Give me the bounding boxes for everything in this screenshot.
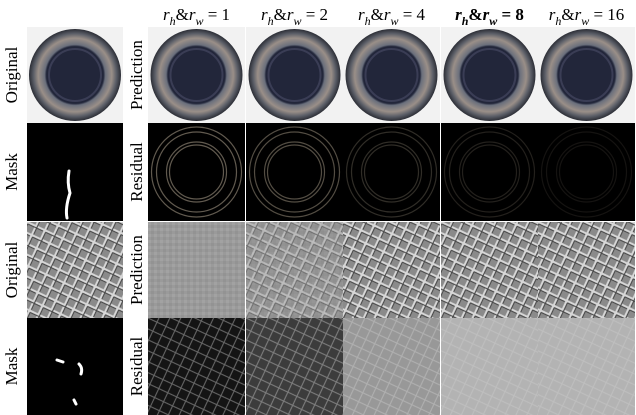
row-label: Original — [2, 241, 21, 298]
row-label: Mask — [2, 153, 21, 191]
residual-bg — [246, 318, 343, 415]
image-tile — [441, 27, 538, 123]
column-header: rh&rw = 16 — [549, 5, 625, 28]
image-tile — [441, 222, 538, 318]
image-tile — [246, 318, 343, 415]
lens — [444, 29, 536, 121]
image-tile — [343, 318, 440, 415]
header-part: & — [176, 5, 189, 24]
mesh — [246, 222, 343, 318]
image-tile — [148, 222, 245, 318]
image-tile — [148, 318, 245, 415]
column-header: rh&rw = 2 — [261, 5, 328, 28]
lens — [249, 29, 341, 121]
mesh — [441, 222, 538, 318]
mask-blob — [74, 400, 76, 404]
residual-bg — [441, 318, 538, 415]
header-part: & — [468, 5, 482, 24]
header-part: = 16 — [589, 5, 624, 24]
tile-bg — [246, 123, 343, 221]
image-tile — [343, 222, 440, 318]
tile-bg — [148, 123, 245, 221]
image-tile — [148, 123, 245, 221]
mesh — [27, 222, 123, 318]
row-label: Original — [2, 46, 21, 103]
row-label: Prediction — [127, 40, 146, 110]
residual-bg — [538, 318, 635, 415]
image-tile — [441, 123, 538, 221]
header-part: w — [195, 14, 203, 28]
image-tile — [246, 222, 343, 318]
header-part: & — [371, 5, 384, 24]
residual-bg — [148, 318, 245, 415]
image-tile — [246, 123, 343, 221]
mesh — [538, 222, 635, 318]
image-tile — [27, 27, 123, 123]
column-header: rh&rw = 8 — [455, 5, 524, 28]
lens — [29, 29, 121, 121]
header-part: = 1 — [203, 5, 230, 24]
figure: rh&rw = 1 rh&rw = 2 rh&rw = 4 rh&rw = 8 rh&r… — [0, 0, 636, 415]
header-part: & — [274, 5, 287, 24]
image-tile — [27, 123, 123, 221]
image-tile — [343, 123, 440, 221]
tile-bg — [27, 123, 123, 221]
image-tile — [538, 123, 635, 221]
row-label: Residual — [127, 142, 146, 202]
column-header: rh&rw = 1 — [163, 5, 230, 28]
header-part: = 2 — [301, 5, 328, 24]
lens — [346, 29, 438, 121]
mask-blob — [57, 360, 63, 362]
residual-bg — [343, 318, 440, 415]
image-tile — [343, 27, 440, 123]
image-tile — [148, 27, 245, 123]
image-tile — [246, 27, 343, 123]
image-tile — [27, 318, 123, 415]
image-tile — [538, 222, 635, 318]
header-part: w — [293, 14, 301, 28]
header-part: w — [581, 14, 589, 28]
row-label: Prediction — [127, 235, 146, 305]
header-part: = 8 — [497, 5, 524, 24]
lens — [541, 29, 633, 121]
header-part: & — [561, 5, 574, 24]
column-header: rh&rw = 4 — [358, 5, 426, 28]
tile-bg — [343, 123, 440, 221]
image-tile — [538, 27, 635, 123]
image-grid — [27, 27, 635, 415]
image-tile — [441, 318, 538, 415]
header-part: = 4 — [398, 5, 425, 24]
image-tile — [538, 318, 635, 415]
mesh — [343, 222, 440, 318]
tile-bg — [538, 123, 635, 221]
header-part: w — [390, 14, 398, 28]
image-tile — [27, 222, 123, 318]
lens — [151, 29, 243, 121]
tile-bg — [441, 123, 538, 221]
row-label: Mask — [2, 347, 21, 385]
row-label: Residual — [127, 336, 146, 396]
